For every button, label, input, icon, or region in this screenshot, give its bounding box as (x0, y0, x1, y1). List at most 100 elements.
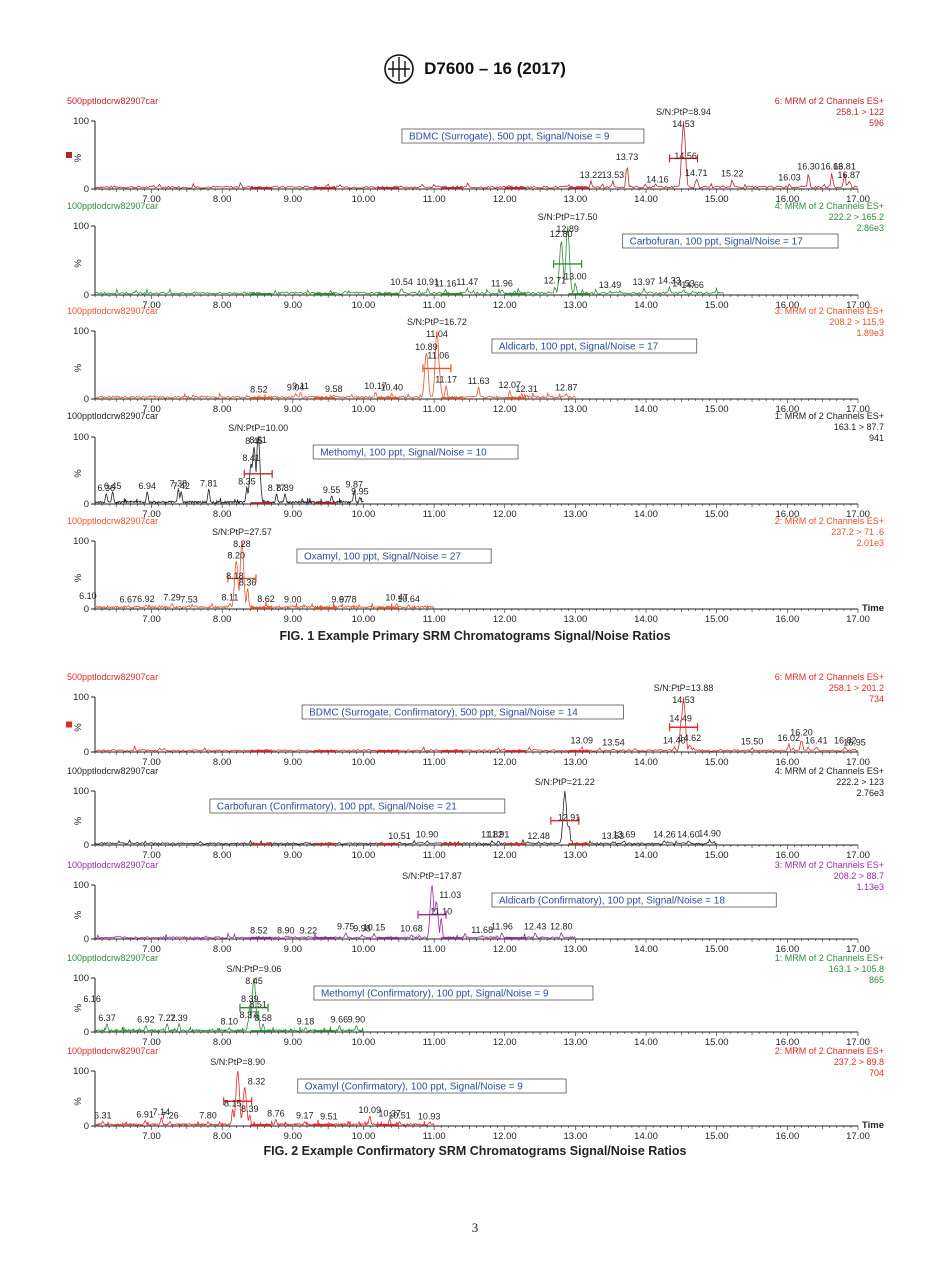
intensity-label: 2.86e3 (856, 223, 884, 233)
peak-label: 10.47 (385, 593, 408, 603)
x-tick-label: 17.00 (846, 509, 870, 520)
peak-label: 11.63 (468, 376, 490, 386)
peak-label: 8.35 (238, 476, 256, 486)
x-tick-label: 8.00 (213, 194, 232, 205)
peak-label: 12.91 (558, 812, 581, 822)
x-tick-label: 7.00 (142, 614, 161, 625)
peak-label: 13.22 (580, 170, 603, 180)
x-tick-label: 8.00 (213, 850, 232, 861)
info-box (491, 892, 777, 908)
peak-label: 8.39 (241, 1104, 259, 1114)
x-tick-label: 12.00 (493, 757, 517, 768)
y-axis-label: % (73, 573, 84, 582)
x-tick-label: 11.00 (423, 509, 446, 520)
x-tick-label: 12.00 (493, 300, 517, 311)
x-tick-label: 11.00 (423, 944, 446, 955)
x-tick-label: 13.00 (564, 614, 588, 625)
peak-label: 11.17 (435, 374, 457, 384)
x-tick-label: 15.00 (705, 850, 729, 861)
channel-label: 4: MRM of 2 Channels ES+ (775, 766, 884, 776)
peak-label: 11.68 (471, 925, 493, 935)
info-box-text: Aldicarb (Confirmatory), 100 ppt, Signal… (499, 896, 725, 907)
peak-label: 14.62 (679, 733, 702, 743)
info-box (622, 233, 839, 249)
x-tick-label: 10.00 (352, 1037, 376, 1048)
peak-label: 9.18 (297, 1017, 315, 1027)
x-tick-label: 16.00 (775, 300, 799, 311)
signal-trace (94, 331, 576, 400)
x-tick-label: 14.00 (634, 614, 658, 625)
x-tick-label: 13.00 (564, 509, 588, 520)
x-tick-label: 11.00 (423, 757, 446, 768)
peak-label: 8.10 (220, 1017, 238, 1027)
x-tick-label: 15.00 (705, 509, 729, 520)
peak-label: 12.80 (550, 922, 573, 932)
peak-label: 10.90 (416, 830, 439, 840)
figure-1: 500pptlodcrw82907car 6: MRM of 2 Channels… (66, 96, 884, 643)
sample-name: 100pptlodcrw82907car (67, 201, 158, 211)
x-tick-label: 17.00 (846, 1131, 870, 1142)
page-header: D7600 – 16 (2017) (0, 52, 950, 86)
y-tick-label: 0 (84, 747, 89, 758)
peak-label: 6.37 (98, 1013, 116, 1023)
info-box-text: BDMC (Surrogate), 500 ppt, Signal/Noise … (409, 132, 610, 143)
x-tick-label: 8.00 (213, 944, 232, 955)
x-tick-label: 8.00 (213, 300, 232, 311)
info-box (297, 1078, 567, 1094)
intensity-label: 1.13e3 (856, 882, 884, 892)
chromatogram-panel: 100pptlodcrw82907car 3: MRM of 2 Channels… (67, 306, 884, 415)
peak-label: 16.41 (805, 736, 828, 746)
peak-label: 13.69 (613, 830, 636, 840)
x-tick-label: 14.00 (634, 944, 658, 955)
x-tick-label: 12.00 (493, 1037, 517, 1048)
sn-label: S/N:PtP=9.06 (227, 964, 282, 974)
intensity-label: 2.76e3 (856, 788, 884, 798)
y-axis-label: % (73, 1097, 84, 1106)
peak-label: 10.09 (359, 1105, 382, 1115)
peak-label: 14.33 (658, 276, 681, 286)
x-tick-label: 7.00 (142, 509, 161, 520)
peak-label: 14.90 (698, 829, 721, 839)
y-tick-label: 0 (84, 604, 89, 615)
peak-label: 15.50 (741, 737, 764, 747)
peak-label: 10.40 (380, 383, 403, 393)
info-box (296, 548, 492, 564)
x-tick-label: 13.00 (564, 757, 588, 768)
peak-label: 9.51 (320, 1112, 338, 1122)
x-tick-label: 16.00 (775, 404, 799, 415)
peak-label: 12.87 (555, 383, 578, 393)
x-axis-label: Time (862, 1120, 884, 1131)
peak-label: 7.53 (180, 595, 198, 605)
peak-label: 8.58 (254, 1013, 272, 1023)
x-tick-label: 9.00 (284, 194, 303, 205)
peak-label: 6.36 (98, 483, 116, 493)
peak-label: 13.49 (599, 280, 622, 290)
peak-label: 13.73 (616, 152, 639, 162)
peak-label: 9.17 (296, 1111, 314, 1121)
peak-label: 8.11 (222, 593, 239, 603)
peak-label: 13.54 (602, 738, 625, 748)
peak-label: 11.47 (456, 277, 478, 287)
x-tick-label: 14.00 (634, 404, 658, 415)
peak-label: 9.87 (346, 480, 364, 490)
peak-label: 8.32 (248, 1077, 266, 1087)
intensity-label: 734 (869, 694, 884, 704)
x-tick-label: 8.00 (213, 1037, 232, 1048)
peak-label: 6.31 (94, 1111, 112, 1121)
x-tick-label: 10.00 (352, 1131, 376, 1142)
peak-label: 9.66 (331, 1015, 349, 1025)
x-tick-label: 14.00 (634, 509, 658, 520)
peak-label: 7.26 (161, 1111, 179, 1121)
peak-label: 14.53 (672, 695, 695, 705)
chromatogram-panel: 100pptlodcrw82907car 1: MRM of 2 Channels… (67, 411, 884, 520)
peak-label: 12.48 (527, 831, 550, 841)
peak-label: 8.89 (276, 483, 294, 493)
y-tick-label: 0 (84, 394, 89, 405)
x-tick-label: 17.00 (846, 757, 870, 768)
y-axis-label: % (73, 153, 84, 162)
peak-label: 14.40 (663, 736, 686, 746)
info-box (301, 704, 624, 720)
peak-label: 12.43 (524, 922, 547, 932)
x-tick-label: 13.00 (564, 300, 588, 311)
x-tick-label: 13.00 (564, 944, 588, 955)
